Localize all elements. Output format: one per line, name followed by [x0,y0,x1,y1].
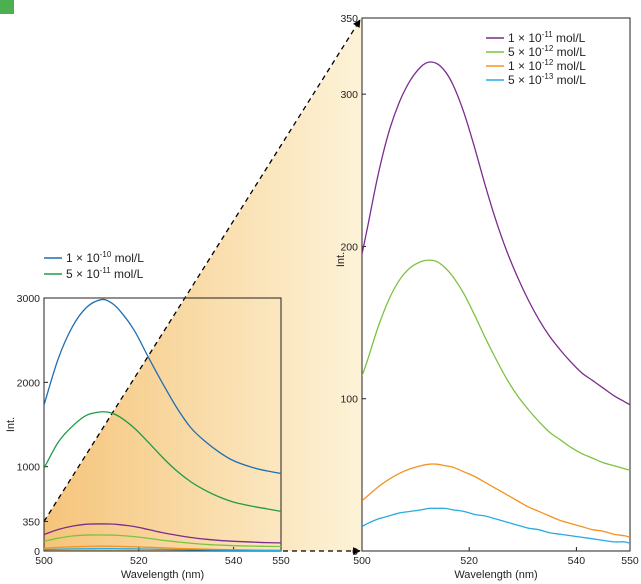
zoom-x-tick-label: 520 [460,555,478,567]
corner-tag [0,0,14,14]
zoom-x-tick-label: 500 [353,555,371,567]
zoom-x-tick-label: 540 [568,555,586,567]
overview-x-tick-label: 500 [35,555,53,567]
zoom-series-line-1 [362,61,630,406]
overview-series-line-1 [44,298,281,475]
zoom-y-tick-label: 200 [340,241,358,253]
zoom-series-line-3 [362,463,630,538]
zoom-y-tick-label: 0 [352,546,358,558]
overview-y-tick-label: 350 [22,516,40,528]
overview-y-tick-label: 0 [34,546,40,558]
zoom-x-axis-label: Wavelength (nm) [454,569,537,581]
overview-series-line-4 [44,534,281,548]
overview-y-tick-label: 3000 [17,293,41,305]
zoom-y-axis-label: Int. [335,252,347,267]
overview-series-line-6 [44,547,281,551]
overview-x-tick-label: 550 [272,555,290,567]
overview-y-axis-label: Int. [5,417,17,432]
overview-series-group [44,298,281,551]
zoom-x-tick-label: 550 [621,555,639,567]
zoom-series-line-2 [362,259,630,471]
zoom-series-group [362,61,630,545]
zoom-y-tick-label: 300 [340,89,358,101]
overview-series-line-3 [44,523,281,544]
overview-y-tick-label: 1000 [17,462,41,474]
overview-legend-label: 1 × 10-10 mol/L [66,250,144,265]
zoom-legend-label: 5 × 10-13 mol/L [508,72,586,87]
overview-legend-label: 5 × 10-11 mol/L [66,266,144,281]
overview-x-tick-label: 520 [130,555,148,567]
zoom-y-tick-label: 350 [340,13,358,25]
zoom-y-tick-label: 100 [340,394,358,406]
overview-x-axis-label: Wavelength (nm) [121,569,204,581]
zoom-legend-label: 5 × 10-12 mol/L [508,44,586,59]
overview-y-tick-label: 2000 [17,377,41,389]
overview-x-tick-label: 540 [225,555,243,567]
zoom-legend-label: 1 × 10-12 mol/L [508,58,586,73]
zoom-chart: 500 520 540 550 0 100 200 300 350 Wavelength (nm)… [335,13,639,581]
zoom-legend-label: 1 × 10-11 mol/L [508,30,586,45]
overview-plot-frame [43,297,282,552]
zoom-highlight-band [44,18,362,551]
overview-series-line-2 [44,411,281,513]
zoom-plot-frame [361,17,631,552]
zoom-series-line-4 [362,507,630,545]
overview-chart: 500 520 540 550 0 350 1000 2000 3000 Wavelength (… [5,250,290,581]
